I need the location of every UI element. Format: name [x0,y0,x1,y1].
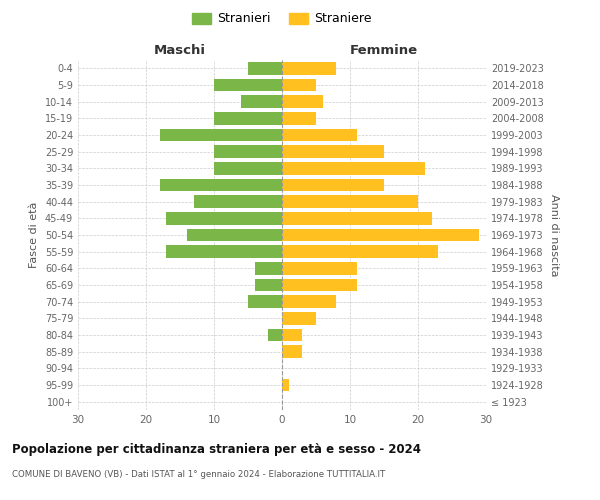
Bar [282,329,302,341]
Bar [282,296,337,308]
Bar [282,229,479,241]
Text: Femmine: Femmine [350,44,418,57]
Bar [282,179,384,192]
Bar [282,212,431,224]
Bar [194,196,282,208]
Bar [160,129,282,141]
Bar [214,112,282,124]
Bar [214,79,282,92]
Bar [268,329,282,341]
Y-axis label: Fasce di età: Fasce di età [29,202,39,268]
Bar [282,279,357,291]
Bar [282,162,425,174]
Bar [248,62,282,74]
Bar [160,179,282,192]
Bar [166,212,282,224]
Bar [282,129,357,141]
Bar [255,279,282,291]
Bar [255,262,282,274]
Bar [282,146,384,158]
Text: Popolazione per cittadinanza straniera per età e sesso - 2024: Popolazione per cittadinanza straniera p… [12,442,421,456]
Bar [282,262,357,274]
Y-axis label: Anni di nascita: Anni di nascita [549,194,559,276]
Bar [214,162,282,174]
Bar [282,112,316,124]
Bar [282,96,323,108]
Bar [282,246,439,258]
Bar [248,296,282,308]
Bar [282,62,337,74]
Legend: Stranieri, Straniere: Stranieri, Straniere [188,8,376,29]
Bar [282,79,316,92]
Bar [282,196,418,208]
Text: Maschi: Maschi [154,44,206,57]
Bar [282,379,289,391]
Text: COMUNE DI BAVENO (VB) - Dati ISTAT al 1° gennaio 2024 - Elaborazione TUTTITALIA.: COMUNE DI BAVENO (VB) - Dati ISTAT al 1°… [12,470,385,479]
Bar [282,346,302,358]
Bar [282,312,316,324]
Bar [241,96,282,108]
Bar [166,246,282,258]
Bar [214,146,282,158]
Bar [187,229,282,241]
